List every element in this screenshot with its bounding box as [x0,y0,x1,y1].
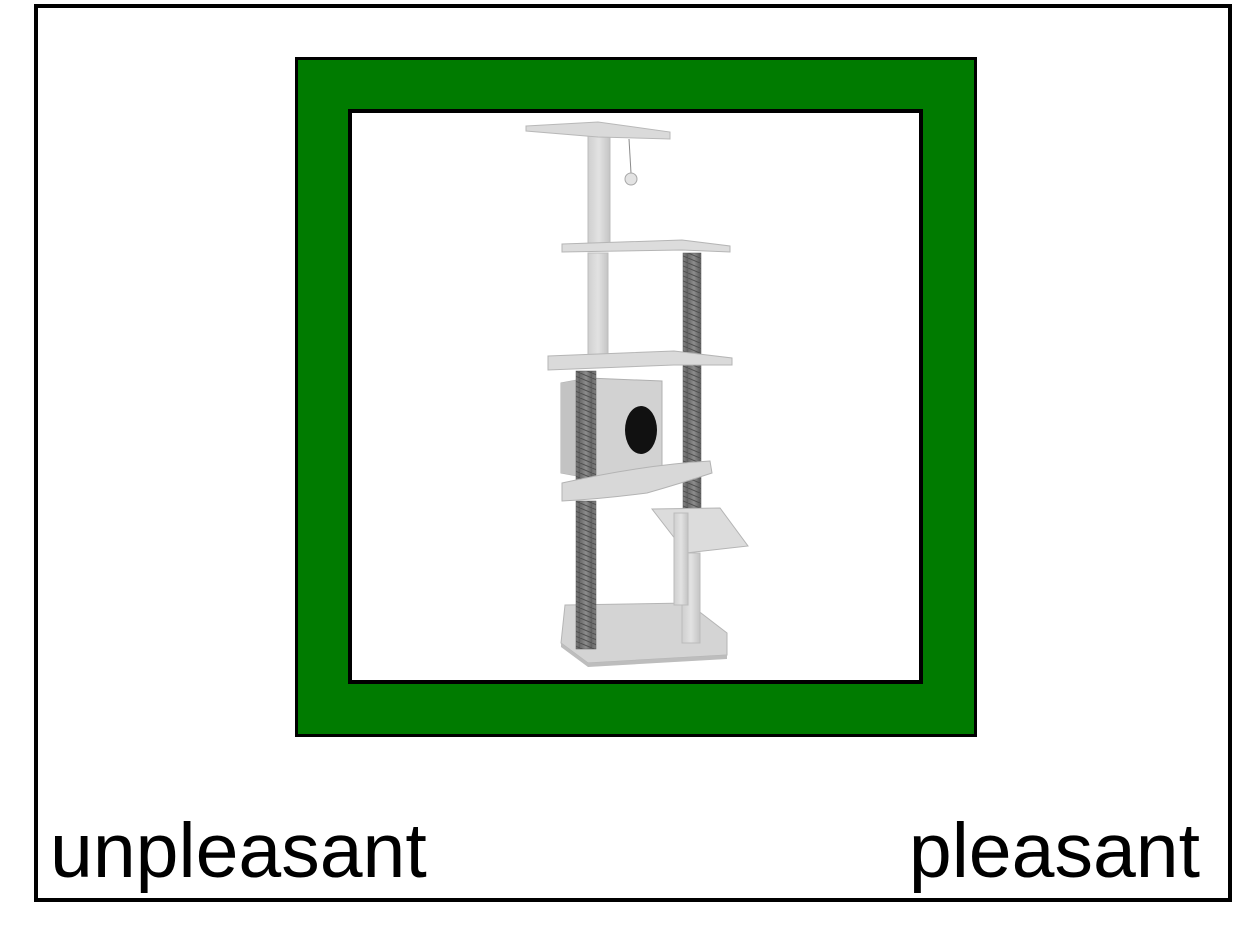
scale-left-label: unpleasant [50,808,427,894]
stimulus-image [348,109,923,684]
cat-tree-icon [525,121,749,667]
scale-right-label: pleasant [908,808,1200,894]
